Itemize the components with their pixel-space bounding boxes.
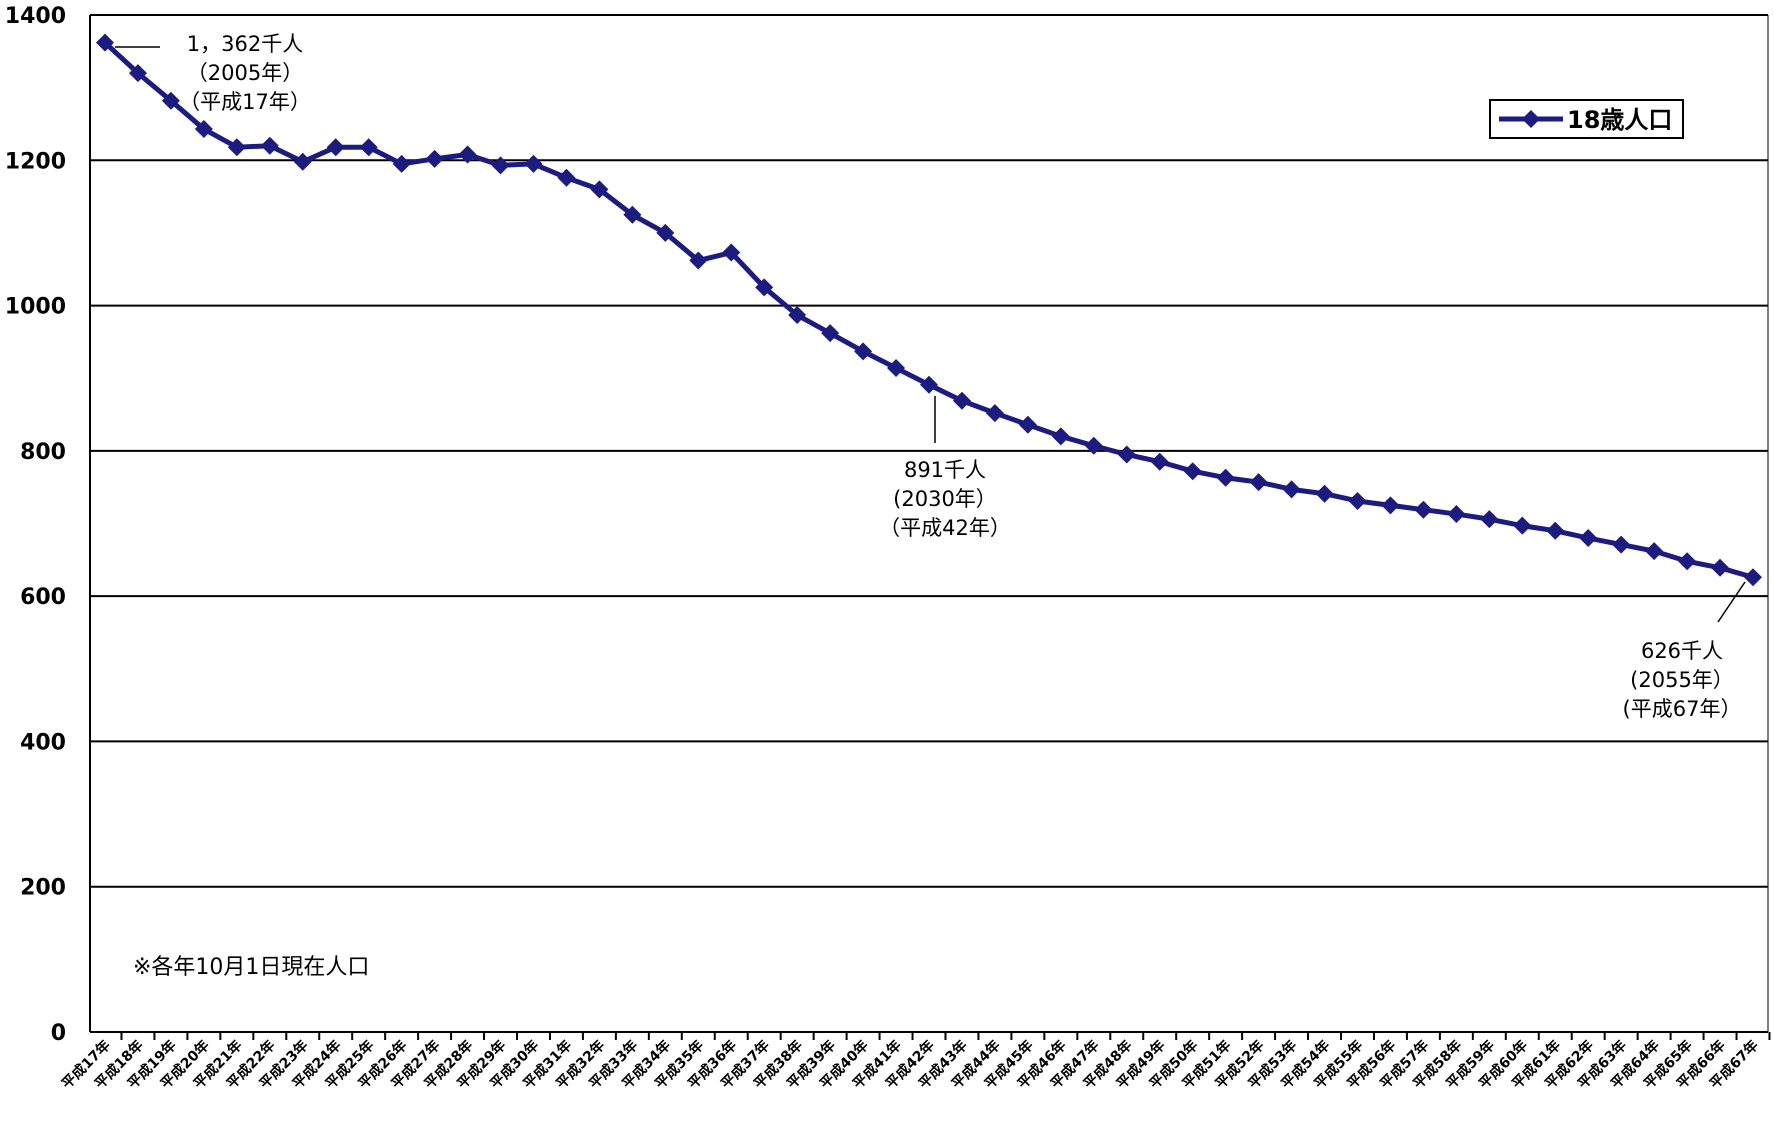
data-point-marker (326, 138, 345, 157)
data-point-marker (821, 324, 840, 343)
data-point-marker (491, 156, 510, 175)
y-tick-label: 600 (20, 585, 66, 610)
data-point-marker (1216, 468, 1235, 487)
y-tick-label: 0 (51, 1021, 66, 1046)
data-point-marker (1612, 535, 1631, 554)
annotation-label: 1，362千人 (187, 32, 303, 56)
y-axis-tick-labels: 0 200 400 600 800 1000 1200 1400 (5, 4, 66, 1046)
y-tick-label: 800 (20, 440, 66, 465)
series-18sai-jinko (96, 33, 1762, 587)
axes (89, 15, 1771, 1040)
data-point-marker (128, 64, 147, 83)
data-point-marker (1678, 552, 1697, 571)
data-point-marker (1480, 510, 1499, 529)
annotations: 1，362千人 （2005年） （平成17年） 891千人 (2030年） （平成42年）… (115, 32, 1746, 721)
data-point-marker (590, 180, 609, 199)
y-tick-label: 200 (20, 876, 66, 901)
data-point-marker (1381, 496, 1400, 515)
data-point-marker (227, 138, 246, 157)
data-point-marker (920, 375, 938, 394)
annotation-label: （平成42年） (879, 516, 1011, 540)
data-point-marker (952, 391, 971, 410)
data-point-marker (1579, 529, 1598, 548)
data-point-marker (1447, 505, 1466, 524)
data-point-marker (887, 359, 906, 378)
data-point-marker (1513, 516, 1532, 535)
data-point-marker (1645, 542, 1664, 561)
data-point-marker (1546, 521, 1565, 540)
data-point-marker (293, 152, 312, 171)
data-point-marker (194, 120, 213, 139)
annotation-leader-line (1717, 581, 1746, 623)
data-point-marker (1084, 436, 1103, 455)
data-point-marker (656, 223, 675, 242)
legend: 18歳人口 (1489, 99, 1684, 139)
data-point-marker (458, 145, 477, 164)
annotation-label: (2030年） (893, 487, 997, 511)
footnote: ※各年10月1日現在人口 (133, 955, 369, 980)
legend-label: 18歳人口 (1567, 106, 1672, 134)
data-point-marker (1315, 484, 1334, 503)
annotation-label: （平成17年） (179, 90, 311, 114)
data-point-marker (359, 138, 378, 157)
data-point-marker (161, 91, 180, 110)
data-point-marker (1282, 480, 1301, 499)
data-point-marker (722, 243, 741, 262)
y-tick-label: 400 (20, 730, 66, 755)
annotation-label: (2055年） (1630, 668, 1734, 692)
y-tick-label: 1200 (5, 149, 66, 174)
data-point-marker (1744, 568, 1762, 587)
annotation-label: （2005年） (187, 61, 303, 85)
x-axis-tick-labels: 平成17年平成18年平成19年平成20年平成21年平成22年平成23年平成24年… (58, 1037, 1761, 1092)
data-point-marker (788, 306, 807, 325)
data-point-marker (623, 205, 642, 224)
data-point-marker (524, 154, 543, 173)
data-point-marker (1051, 427, 1070, 446)
data-point-marker (1117, 445, 1136, 464)
y-tick-label: 1000 (5, 295, 66, 320)
y-tick-label: 1400 (5, 4, 66, 29)
data-point-marker (1249, 473, 1268, 492)
annotation-label: (平成67年） (1623, 697, 1742, 721)
data-point-marker (1414, 500, 1433, 519)
data-point-marker (1183, 462, 1202, 481)
data-point-marker (689, 251, 708, 270)
data-point-marker (854, 342, 873, 361)
data-point-marker (1348, 491, 1367, 510)
data-point-marker (1711, 558, 1730, 577)
data-point-marker (557, 168, 576, 187)
data-point-marker (96, 33, 114, 52)
gridlines (90, 14, 1768, 888)
data-point-marker (425, 149, 444, 168)
annotation-label: 891千人 (904, 458, 986, 482)
data-point-marker (260, 136, 279, 155)
data-point-marker (392, 154, 411, 173)
annotation-label: 626千人 (1641, 639, 1723, 663)
data-point-marker (1150, 452, 1169, 471)
legend-diamond-marker (1522, 110, 1540, 128)
data-point-marker (755, 278, 774, 297)
data-point-marker (1018, 415, 1037, 434)
data-point-marker (985, 404, 1004, 423)
